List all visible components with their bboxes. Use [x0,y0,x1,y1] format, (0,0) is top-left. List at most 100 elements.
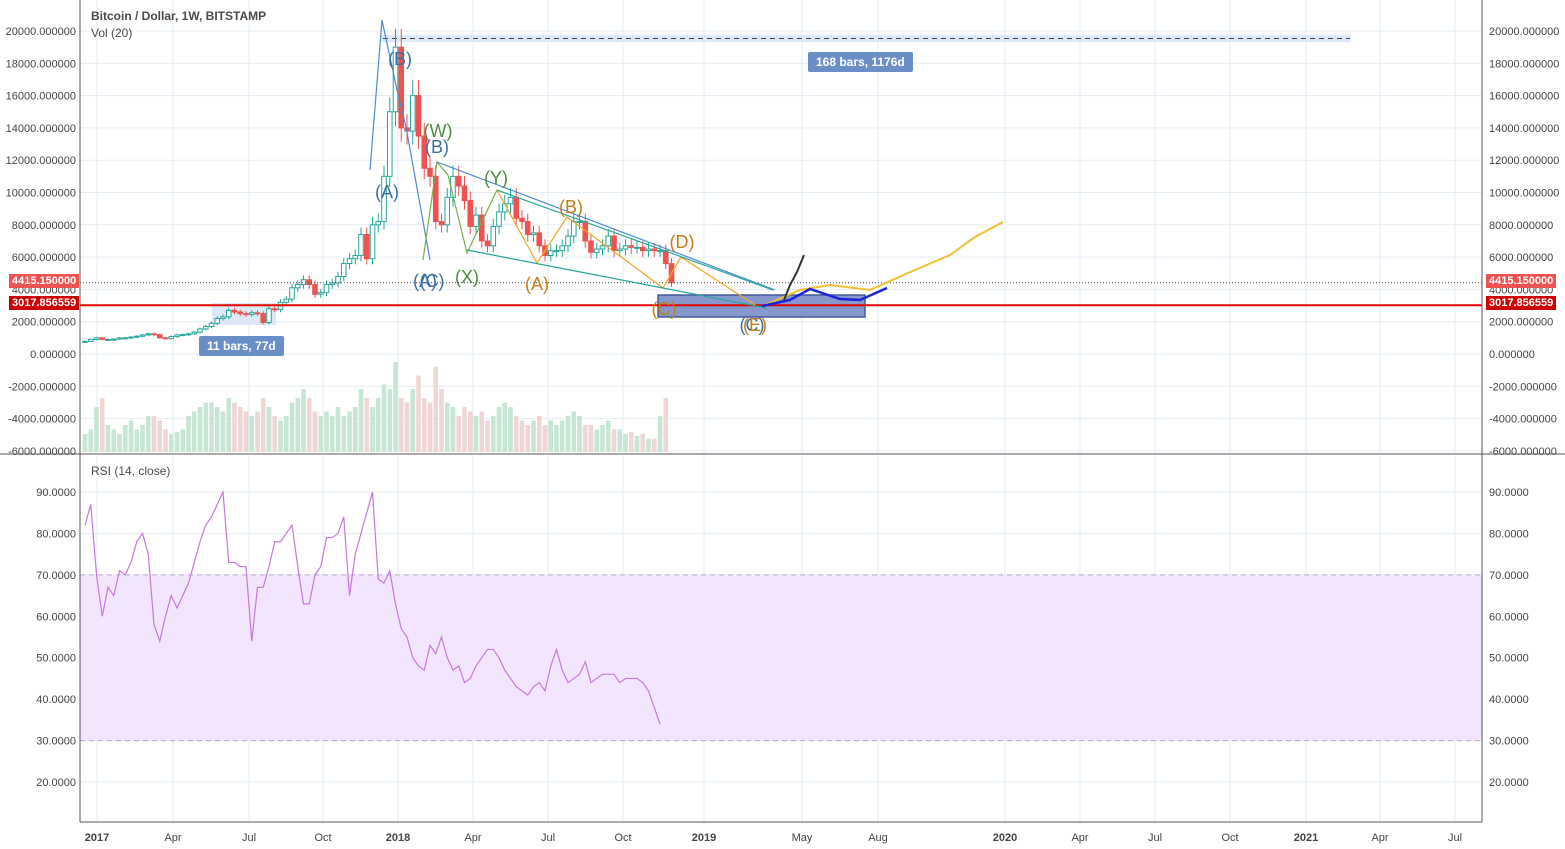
price-axis-tick-right: 6000.000000 [1489,252,1553,264]
time-axis-tick: Apr [1071,832,1088,844]
candle-body [657,250,663,253]
candle-body [185,333,192,336]
wave-label: (A) [525,274,549,294]
volume-bar [565,416,571,452]
candle-body [507,196,514,205]
candle-body [421,135,428,169]
volume-bar [473,416,479,452]
rsi-axis-tick-right: 70.0000 [1489,570,1529,582]
volume-bar [318,416,324,452]
volume-bar [180,429,186,452]
candle-body [300,279,307,286]
volume-bar [249,416,255,452]
price-axis-tick-right: 18000.000000 [1489,58,1559,70]
volume-legend[interactable]: Vol (20) [91,26,133,40]
time-axis-tick: 2019 [692,832,716,844]
rsi-axis-tick-right: 20.0000 [1489,777,1529,789]
candle-body [438,221,445,226]
candle-body [110,338,117,341]
volume-bar [519,420,525,452]
volume-bar [479,411,485,452]
volume-bar [496,407,502,452]
candle-body [133,335,140,338]
candle-body [128,336,134,339]
price-axis-tick-left: -4000.000000 [8,414,76,426]
rsi-legend[interactable]: RSI (14, close) [91,464,171,478]
candle-body [82,340,88,343]
volume-bar [485,420,490,452]
rsi-axis-tick-left: 70.0000 [36,570,76,582]
rsi-axis-tick-right: 60.0000 [1489,611,1529,623]
candle-body [639,246,646,252]
candle-body [335,275,341,284]
volume-bar [191,411,197,452]
volume-bar [381,384,387,452]
volume-bar [663,398,669,452]
candle-body [473,214,479,227]
price-axis-tick-left: -6000.000000 [8,446,76,458]
candle-body [375,221,382,226]
volume-bar [99,398,105,452]
time-axis-tick: May [792,832,813,844]
volume-bar [640,434,646,452]
measure-label-top: 168 bars, 1176d [808,52,913,72]
candle-body [248,312,255,315]
rsi-axis-tick-left: 40.0000 [36,694,76,706]
volume-bar [157,420,163,452]
rsi-axis-tick-left: 90.0000 [36,487,76,499]
volume-bar [387,389,393,452]
time-axis-tick: Jul [242,832,256,844]
volume-bar [525,425,531,452]
volume-bar [393,362,398,452]
volume-bar [490,416,496,452]
price-axis-tick-right: 12000.000000 [1489,155,1559,167]
volume-bar [347,411,352,452]
price-axis-tick-right: 14000.000000 [1489,123,1559,135]
volume-bar [370,407,375,452]
volume-bar [128,420,134,452]
volume-bar [266,407,272,452]
candle-body [243,313,249,316]
volume-bar [542,425,548,452]
last-price-label-right: 4415.150000 [1486,274,1557,288]
time-axis-tick: Apr [1371,832,1388,844]
time-axis-tick: 2018 [386,832,410,844]
time-axis-tick: Apr [164,832,181,844]
candle-body [220,316,226,319]
time-axis-tick: Aug [868,832,888,844]
wave-label: (C) [652,299,677,319]
candle-body [593,248,600,253]
price-axis-tick-left: 8000.000000 [12,220,76,232]
volume-bar [272,416,278,452]
rsi-axis-tick-left: 60.0000 [36,611,76,623]
candle-body [208,322,215,328]
trendline-blue [436,161,776,291]
price-axis-tick-right: 2000.000000 [1489,317,1553,329]
price-axis-tick-right: 16000.000000 [1489,91,1559,103]
wave-label: (D) [670,232,695,252]
trendline-green-upper [496,189,774,291]
volume-bar [427,402,433,452]
volume-bar [312,411,318,452]
volume-bar [559,420,565,452]
candle-body [93,337,100,340]
price-axis-tick-left: 16000.000000 [6,91,76,103]
candle-body [237,311,244,315]
wave-label: (E) [743,315,767,335]
volume-bar [324,411,329,452]
volume-bar [410,389,416,452]
candle-body [381,175,387,223]
candle-body [271,308,278,311]
volume-bar [611,429,617,452]
volume-bar [571,411,577,452]
price-axis-tick-right: 10000.000000 [1489,188,1559,200]
price-axis-tick-right: 8000.000000 [1489,220,1553,232]
candle-body [651,248,658,252]
wave-label: (C) [420,271,445,291]
volume-bar [531,420,536,452]
candle-body [530,232,537,235]
volume-bar [243,411,249,452]
volume-bar [94,407,99,452]
volume-bar [548,420,554,452]
